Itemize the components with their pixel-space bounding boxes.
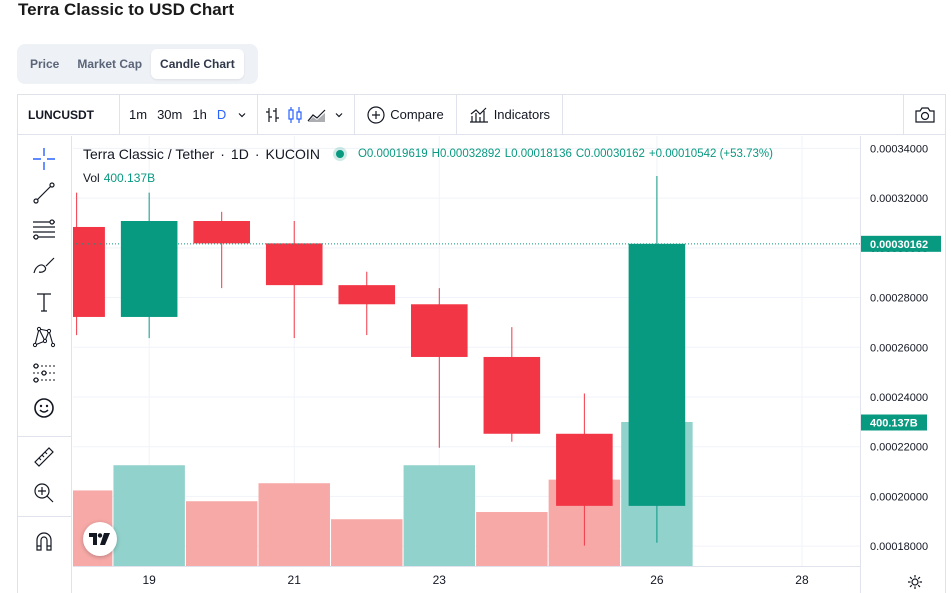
y-tick-label: 0.00018000 bbox=[870, 541, 928, 553]
y-tick-label: 0.00024000 bbox=[870, 392, 928, 404]
candle-body bbox=[628, 243, 686, 506]
y-tick-label: 0.00032000 bbox=[870, 193, 928, 205]
plus-circle-icon bbox=[367, 105, 385, 124]
legend-ohlc: O0.00019619 H0.00032892 L0.00018136 C0.0003… bbox=[358, 148, 777, 160]
candle-body bbox=[193, 221, 250, 244]
interval-d[interactable]: D bbox=[216, 107, 227, 122]
x-tick-label: 19 bbox=[142, 573, 156, 587]
legend-interval: 1D bbox=[230, 146, 249, 162]
candle-body bbox=[265, 243, 323, 286]
x-tick-label: 21 bbox=[288, 573, 302, 587]
volume-bar bbox=[331, 519, 403, 566]
indicators-icon bbox=[469, 107, 488, 123]
interval-1h[interactable]: 1h bbox=[192, 107, 207, 122]
tradingview-logo-icon bbox=[89, 533, 110, 545]
area-style-icon[interactable] bbox=[306, 104, 328, 126]
bars-style-icon[interactable] bbox=[262, 104, 284, 126]
chevron-down-icon[interactable] bbox=[328, 104, 350, 126]
candle-body bbox=[556, 433, 613, 506]
volume-badge bbox=[861, 414, 927, 431]
last-price-label: 0.00030162 bbox=[870, 239, 928, 251]
volume-badge-label: 400.137B bbox=[870, 418, 918, 430]
crosshair-icon[interactable] bbox=[31, 146, 57, 172]
series-legend: Terra Classic / Tether · 1D · KUCOIN O0.… bbox=[83, 146, 777, 162]
chart-pane[interactable]: 0.000340000.000320000.000300000.00028000… bbox=[73, 136, 945, 593]
compare-button[interactable]: Compare bbox=[359, 105, 451, 124]
legend-open: O0.00019619 bbox=[357, 148, 428, 160]
volume-bar bbox=[403, 465, 476, 566]
candlestick-chart[interactable]: 0.000340000.000320000.000300000.00028000… bbox=[73, 136, 945, 593]
x-tick-label: 23 bbox=[433, 573, 447, 587]
emoji-icon[interactable] bbox=[31, 395, 57, 421]
fib-lines-icon[interactable] bbox=[31, 216, 57, 242]
text-icon[interactable] bbox=[31, 289, 57, 315]
gear-icon[interactable] bbox=[907, 574, 923, 590]
volume-bar bbox=[258, 483, 330, 566]
trend-line-icon[interactable] bbox=[31, 180, 57, 206]
volume-bar bbox=[476, 512, 548, 566]
candle-body bbox=[483, 356, 541, 434]
drawing-toolbar bbox=[18, 136, 72, 593]
tab-candle-chart[interactable]: Candle Chart bbox=[151, 49, 244, 79]
pattern-icon[interactable] bbox=[31, 324, 57, 350]
candle-body bbox=[411, 304, 468, 357]
chevron-down-icon[interactable] bbox=[231, 104, 253, 126]
ruler-icon[interactable] bbox=[31, 444, 57, 470]
interval-1m[interactable]: 1m bbox=[129, 107, 148, 122]
x-tick-label: 26 bbox=[650, 573, 664, 587]
compare-label: Compare bbox=[390, 107, 444, 122]
screenshot-button[interactable] bbox=[903, 95, 945, 135]
candle-body bbox=[73, 226, 105, 317]
chart-type-tabs: Price Market Cap Candle Chart bbox=[17, 44, 258, 84]
y-tick-label: 0.00028000 bbox=[870, 293, 928, 305]
indicators-label: Indicators bbox=[493, 107, 551, 122]
tab-price[interactable]: Price bbox=[30, 57, 60, 71]
y-tick-label: 0.00026000 bbox=[870, 342, 928, 354]
legend-exchange: KUCOIN bbox=[265, 146, 320, 162]
camera-icon bbox=[914, 107, 935, 123]
market-status-icon bbox=[335, 150, 344, 158]
forecast-icon[interactable] bbox=[31, 360, 57, 386]
legend-high: H0.00032892 bbox=[431, 148, 501, 160]
symbol-search-button[interactable]: LUNCUSDT bbox=[18, 94, 120, 135]
interval-30m[interactable]: 30m bbox=[157, 107, 183, 122]
candle-body bbox=[338, 285, 396, 305]
y-tick-label: 0.00022000 bbox=[870, 442, 928, 454]
legend-low: L0.00018136 bbox=[504, 148, 572, 160]
last-price-badge bbox=[861, 235, 941, 252]
volume-legend: Vol 400.137B bbox=[83, 171, 155, 185]
legend-close: C0.00030162 bbox=[575, 148, 645, 160]
tradingview-logo[interactable] bbox=[83, 522, 117, 556]
volume-legend-value: 400.137B bbox=[103, 171, 156, 185]
page-title: Terra Classic to USD Chart bbox=[18, 0, 235, 19]
y-tick-label: 0.00020000 bbox=[870, 491, 928, 503]
tab-market-cap[interactable]: Market Cap bbox=[77, 57, 143, 71]
indicators-button[interactable]: Indicators bbox=[461, 106, 558, 124]
magnet-icon[interactable] bbox=[31, 528, 57, 554]
volume-bar bbox=[185, 501, 258, 566]
candle-body bbox=[120, 221, 178, 317]
y-tick-label: 0.00034000 bbox=[870, 143, 928, 155]
brush-icon[interactable] bbox=[31, 252, 57, 278]
tradingview-widget: LUNCUSDT 1m 30m 1h D Compare Indicator bbox=[17, 94, 946, 593]
legend-change: +0.00010542 (+53.73%) bbox=[648, 148, 773, 160]
zoom-in-icon[interactable] bbox=[31, 480, 57, 506]
volume-bar bbox=[113, 465, 185, 566]
volume-legend-label: Vol bbox=[83, 171, 100, 185]
top-toolbar: LUNCUSDT 1m 30m 1h D Compare Indicator bbox=[18, 94, 945, 135]
legend-symbol-name: Terra Classic / Tether bbox=[83, 146, 215, 162]
x-tick-label: 28 bbox=[795, 573, 809, 587]
candles-style-icon[interactable] bbox=[284, 104, 306, 126]
